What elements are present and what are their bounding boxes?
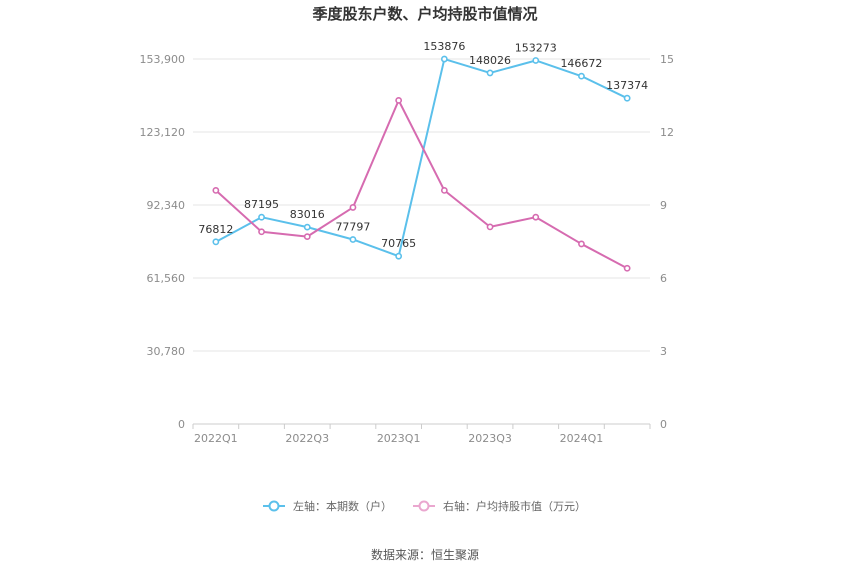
x-axis-tick-label: 2022Q1 [194,432,238,445]
x-axis-tick-label: 2022Q3 [285,432,329,445]
data-labels: 76812 87195 83016 77797 70765 153876 148026 153… [198,40,648,250]
right-axis-tick-label: 0 [660,418,667,431]
legend: 左轴：本期数（户） 右轴：户均持股市值（万元） [263,499,586,513]
chart-title: 季度股东户数、户均持股市值情况 [312,5,537,23]
data-label: 76812 [198,223,233,236]
series-2-point [349,204,357,211]
series-1-point [395,252,403,260]
data-label: 146672 [560,57,602,70]
series-1-point [440,55,448,63]
x-axis-tick-label: 2024Q1 [560,432,604,445]
series-1-point [578,72,585,80]
right-axis-tick-label: 3 [660,345,667,358]
left-axis-tick-label: 153,900 [140,53,186,66]
data-label: 153273 [515,41,557,54]
legend-label: 右轴：户均持股市值（万元） [443,499,586,513]
right-axis-tick-label: 6 [660,272,667,285]
series-2-point [578,240,585,248]
series-2-point [532,213,540,221]
series-2-point [258,228,265,236]
data-label: 70765 [381,237,416,250]
series-1-point [623,94,631,102]
left-axis-tick-label: 92,340 [147,199,186,212]
right-axis-tick-label: 15 [660,53,674,66]
series-line-1 [215,58,628,258]
series-2-point [212,186,220,194]
grid [193,58,650,352]
axes: 0 0 30,780 3 61,560 6 92,340 9 123,120 12 153,900 1… [140,53,675,445]
series-2-point [486,223,494,231]
left-axis-tick-label: 30,780 [147,345,186,358]
series-2-point [623,264,631,272]
series-1-point [349,236,357,243]
series-1-point [532,57,540,64]
left-axis-tick-label: 61,560 [147,272,186,285]
left-axis-tick-label: 0 [178,418,185,431]
legend-item-2: 右轴：户均持股市值（万元） [413,499,586,513]
series-line-2 [215,99,628,270]
series [212,55,631,272]
series-2-point [303,233,311,241]
series-1-point [258,213,265,221]
data-label: 153876 [423,40,465,53]
x-axis-tick-label: 2023Q1 [377,432,421,445]
data-label: 137374 [606,79,648,92]
legend-swatch-marker [268,500,280,512]
legend-swatch-marker [418,500,430,512]
series-2-point [395,96,403,104]
data-label: 83016 [290,208,325,221]
data-label: 87195 [244,198,279,211]
series-1-point [303,223,311,231]
legend-label: 左轴：本期数（户） [293,499,392,513]
data-label: 148026 [469,54,511,67]
legend-item-1: 左轴：本期数（户） [263,499,392,513]
series-1-point [486,69,494,77]
x-axis-tick-label: 2023Q3 [468,432,512,445]
series-1-point [212,238,220,246]
series-2-point [440,186,448,194]
right-axis-tick-label: 12 [660,126,674,139]
source-note: 数据来源：恒生聚源 [371,547,479,562]
left-axis-tick-label: 123,120 [140,126,186,139]
right-axis-tick-label: 9 [660,199,667,212]
data-label: 77797 [335,220,370,233]
